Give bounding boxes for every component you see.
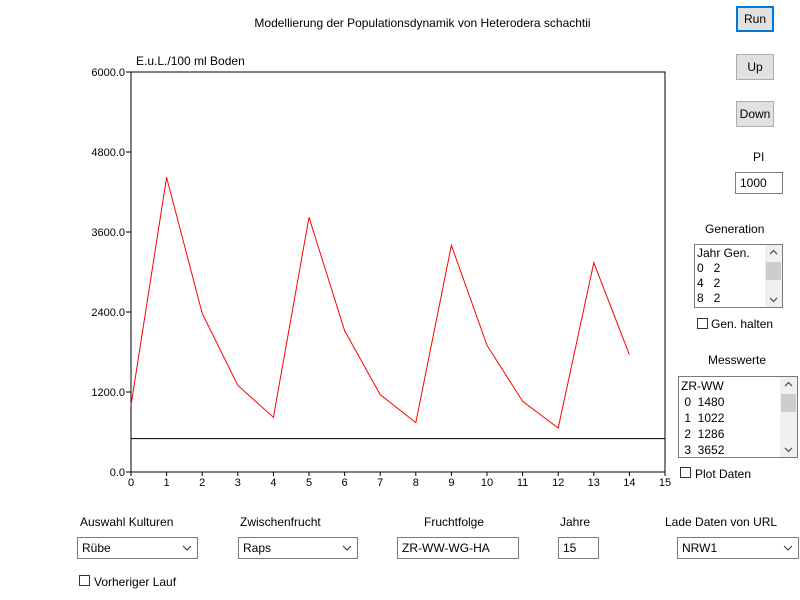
up-button[interactable]: Up bbox=[736, 54, 774, 80]
y-axis-label: E.u.L./100 ml Boden bbox=[136, 54, 245, 68]
x-tick-label: 6 bbox=[342, 477, 348, 489]
chevron-down-icon bbox=[783, 545, 793, 551]
chevron-down-icon bbox=[342, 545, 352, 551]
y-tick-label: 2400.0 bbox=[91, 307, 125, 319]
list-item[interactable]: 0 1480 bbox=[681, 395, 725, 409]
x-tick-label: 1 bbox=[164, 477, 170, 489]
x-tick-label: 15 bbox=[659, 477, 671, 489]
scroll-up-icon[interactable] bbox=[765, 245, 782, 260]
messwerte-scrollbar[interactable] bbox=[780, 377, 797, 457]
x-tick-label: 12 bbox=[552, 477, 564, 489]
x-tick-label: 10 bbox=[481, 477, 493, 489]
plot-daten-label: Plot Daten bbox=[695, 467, 752, 481]
y-tick-label: 1200.0 bbox=[91, 387, 125, 399]
scroll-down-icon[interactable] bbox=[765, 292, 782, 307]
x-tick-label: 0 bbox=[128, 477, 134, 489]
x-tick-label: 5 bbox=[306, 477, 312, 489]
messwerte-list[interactable]: ZR-WW 0 1480 1 1022 2 1286 3 3652 bbox=[678, 376, 798, 458]
x-tick-label: 14 bbox=[623, 477, 635, 489]
list-item[interactable]: ZR-WW bbox=[681, 379, 724, 393]
zwischenfrucht-label: Zwischenfrucht bbox=[240, 515, 321, 529]
pi-label: PI bbox=[753, 150, 765, 164]
gen-halten-label: Gen. halten bbox=[711, 317, 774, 331]
zwischenfrucht-select[interactable]: Raps bbox=[238, 537, 358, 559]
url-select[interactable]: NRW1 bbox=[677, 537, 799, 559]
y-tick-label: 0.0 bbox=[110, 467, 125, 479]
fruchtfolge-input[interactable]: ZR-WW-WG-HA bbox=[397, 537, 519, 559]
vorheriger-lauf-label: Vorheriger Lauf bbox=[94, 575, 177, 589]
list-item[interactable]: 3 3652 bbox=[681, 443, 725, 457]
kulturen-label: Auswahl Kulturen bbox=[80, 515, 174, 529]
x-tick-label: 13 bbox=[588, 477, 600, 489]
x-tick-label: 8 bbox=[413, 477, 419, 489]
generation-scrollbar[interactable] bbox=[765, 245, 782, 307]
x-tick-label: 11 bbox=[517, 477, 528, 489]
jahre-input[interactable]: 15 bbox=[558, 537, 599, 559]
generation-list[interactable]: Jahr Gen. 0 2 4 2 8 2 bbox=[694, 244, 783, 308]
x-tick-label: 7 bbox=[377, 477, 383, 489]
vorheriger-lauf-checkbox[interactable] bbox=[79, 575, 90, 586]
page-title: Modellierung der Populationsdynamik von … bbox=[254, 16, 591, 30]
messwerte-label: Messwerte bbox=[708, 353, 767, 367]
list-item[interactable]: 8 2 bbox=[697, 291, 721, 305]
x-tick-label: 3 bbox=[235, 477, 241, 489]
jahre-label: Jahre bbox=[560, 515, 591, 529]
url-value: NRW1 bbox=[682, 541, 718, 555]
kulturen-select[interactable]: Rübe bbox=[77, 537, 198, 559]
fruchtfolge-label: Fruchtfolge bbox=[424, 515, 485, 529]
scroll-up-icon[interactable] bbox=[780, 377, 797, 392]
list-item[interactable]: 2 1286 bbox=[681, 427, 725, 441]
list-item[interactable]: Jahr Gen. bbox=[697, 246, 750, 260]
scroll-thumb[interactable] bbox=[781, 394, 796, 412]
chevron-down-icon bbox=[182, 545, 192, 551]
down-button[interactable]: Down bbox=[736, 101, 774, 127]
y-tick-label: 3600.0 bbox=[91, 227, 125, 239]
generation-label: Generation bbox=[705, 222, 765, 236]
scroll-thumb[interactable] bbox=[766, 262, 781, 280]
scroll-down-icon[interactable] bbox=[780, 442, 797, 457]
kulturen-value: Rübe bbox=[82, 541, 111, 555]
url-label: Lade Daten von URL bbox=[665, 515, 778, 529]
zwischenfrucht-value: Raps bbox=[243, 541, 272, 555]
plot-frame bbox=[130, 71, 666, 473]
pi-input[interactable]: 1000 bbox=[735, 172, 783, 194]
y-tick-label: 6000.0 bbox=[91, 67, 125, 79]
x-tick-label: 4 bbox=[270, 477, 276, 489]
plot-daten-checkbox[interactable] bbox=[680, 467, 691, 478]
x-tick-label: 9 bbox=[448, 477, 454, 489]
list-item[interactable]: 0 2 bbox=[697, 261, 721, 275]
gen-halten-checkbox[interactable] bbox=[697, 318, 708, 329]
x-tick-label: 2 bbox=[199, 477, 205, 489]
list-item[interactable]: 4 2 bbox=[697, 276, 721, 290]
series-line bbox=[130, 177, 630, 429]
run-button[interactable]: Run bbox=[736, 6, 774, 32]
y-tick-label: 4800.0 bbox=[91, 147, 125, 159]
list-item[interactable]: 1 1022 bbox=[681, 411, 725, 425]
